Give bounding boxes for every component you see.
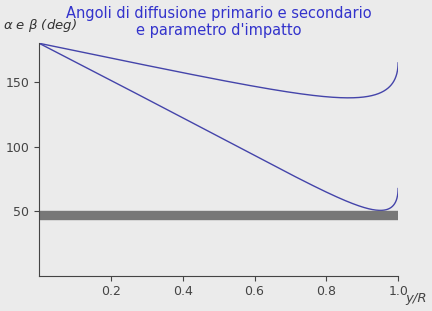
Text: y/R: y/R [405,292,427,305]
Bar [39,211,398,219]
Text: $\alpha$ e $\beta$ (deg): $\alpha$ e $\beta$ (deg) [3,17,77,34]
Title: Angoli di diffusione primario e secondario
e parametro d'impatto: Angoli di diffusione primario e secondar… [66,6,372,38]
